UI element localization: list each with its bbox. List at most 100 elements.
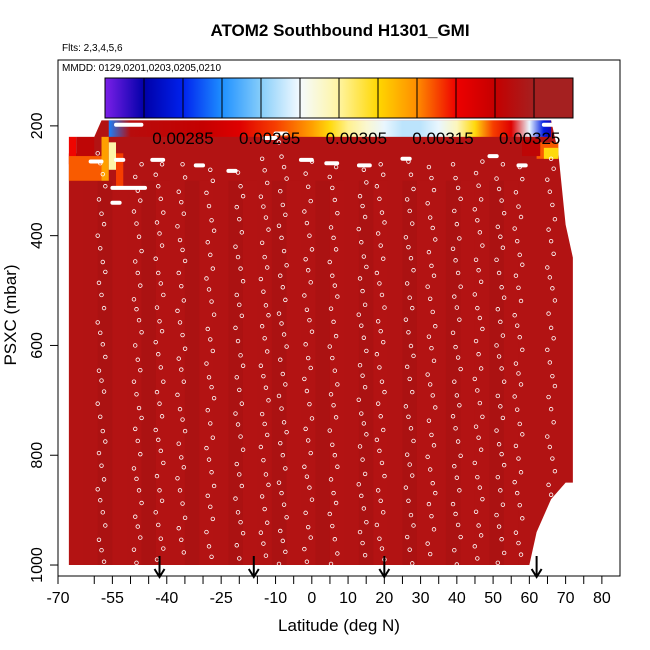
colorbar-segment bbox=[105, 78, 145, 118]
sample-point bbox=[475, 305, 480, 311]
sample-point bbox=[283, 549, 288, 555]
x-tick-label: 70 bbox=[557, 590, 575, 607]
sample-point bbox=[359, 493, 364, 499]
sample-point bbox=[426, 164, 432, 170]
sample-point bbox=[161, 379, 166, 384]
sample-point bbox=[545, 265, 550, 270]
sample-point bbox=[407, 462, 412, 467]
flight-track bbox=[204, 167, 217, 559]
sample-point bbox=[477, 230, 483, 235]
sample-point bbox=[280, 202, 285, 208]
sample-point bbox=[410, 473, 415, 478]
sample-point bbox=[328, 392, 334, 397]
sample-point bbox=[452, 464, 457, 469]
sample-point bbox=[332, 453, 338, 458]
sample-point bbox=[430, 481, 435, 486]
sample-point bbox=[518, 214, 524, 220]
sample-point bbox=[276, 561, 282, 567]
sample-point bbox=[135, 357, 140, 362]
arrow-marker-icon bbox=[247, 556, 260, 579]
sample-point bbox=[453, 258, 458, 263]
heatmap-background bbox=[68, 120, 573, 566]
sample-point bbox=[180, 332, 185, 338]
sample-point bbox=[516, 371, 521, 376]
colorbar-segment bbox=[183, 78, 223, 118]
sample-point bbox=[98, 246, 103, 251]
sample-point bbox=[281, 332, 287, 337]
sample-point bbox=[103, 354, 108, 360]
sample-point bbox=[494, 428, 499, 433]
sample-point bbox=[327, 511, 332, 517]
sample-point bbox=[520, 262, 525, 267]
sample-point bbox=[204, 529, 209, 535]
heatmap-patch bbox=[116, 153, 124, 187]
sample-point bbox=[364, 264, 369, 270]
sample-point bbox=[133, 426, 138, 432]
sample-point bbox=[333, 500, 339, 506]
sample-point bbox=[101, 559, 107, 564]
sample-point bbox=[458, 534, 463, 540]
sample-point bbox=[500, 245, 506, 250]
sample-point bbox=[404, 534, 410, 540]
x-tick-label: -55 bbox=[101, 590, 124, 607]
sample-point bbox=[100, 171, 105, 177]
flight-track bbox=[175, 162, 188, 555]
sample-point bbox=[304, 559, 310, 564]
sample-point bbox=[238, 520, 243, 525]
arrow-head bbox=[378, 568, 391, 579]
sample-point bbox=[518, 298, 524, 304]
sample-point bbox=[153, 510, 158, 515]
sample-point bbox=[328, 306, 334, 311]
sample-point bbox=[331, 403, 336, 408]
sample-point bbox=[179, 199, 184, 205]
sample-point bbox=[494, 257, 499, 263]
sample-point bbox=[379, 379, 385, 384]
sample-point bbox=[364, 180, 369, 185]
sample-point bbox=[518, 382, 524, 387]
sample-point bbox=[134, 392, 139, 397]
sample-point bbox=[266, 398, 271, 403]
sample-point bbox=[304, 307, 310, 312]
sample-point bbox=[450, 162, 456, 167]
sample-point bbox=[238, 184, 243, 189]
sample-point bbox=[303, 342, 308, 347]
sample-point bbox=[455, 185, 461, 191]
sample-point bbox=[153, 256, 158, 261]
sample-point bbox=[205, 493, 210, 499]
sample-point bbox=[281, 248, 287, 254]
sample-point bbox=[302, 546, 307, 552]
sample-point bbox=[100, 510, 105, 515]
sample-point bbox=[153, 339, 158, 345]
sample-point bbox=[512, 394, 517, 399]
sample-point bbox=[240, 193, 246, 199]
sample-point bbox=[237, 472, 242, 477]
sample-point bbox=[159, 498, 165, 503]
sample-point bbox=[425, 541, 430, 546]
sample-point bbox=[455, 270, 461, 276]
sample-point bbox=[233, 496, 238, 501]
sample-point bbox=[356, 482, 361, 487]
sample-point bbox=[515, 490, 520, 496]
colorbar-tick-label: 0.00295 bbox=[239, 129, 300, 148]
sample-point bbox=[96, 450, 102, 456]
sample-point bbox=[357, 529, 363, 535]
sample-point bbox=[545, 434, 550, 439]
sample-point bbox=[330, 185, 335, 191]
sample-point bbox=[433, 490, 438, 496]
sample-point bbox=[262, 421, 267, 427]
sample-point bbox=[133, 174, 138, 180]
upper-band bbox=[108, 120, 552, 137]
sample-point bbox=[259, 156, 265, 162]
sample-point bbox=[333, 247, 339, 252]
sample-point bbox=[411, 353, 416, 359]
colorbar-tick-label: 0.00315 bbox=[412, 129, 473, 148]
sample-point bbox=[431, 273, 437, 278]
sample-point bbox=[520, 347, 525, 353]
sample-point bbox=[309, 416, 315, 421]
sample-point bbox=[494, 512, 499, 518]
sample-point bbox=[266, 227, 271, 232]
sample-point bbox=[239, 313, 245, 319]
sample-point bbox=[357, 363, 363, 368]
sample-point bbox=[234, 543, 239, 548]
sample-point bbox=[361, 335, 367, 340]
